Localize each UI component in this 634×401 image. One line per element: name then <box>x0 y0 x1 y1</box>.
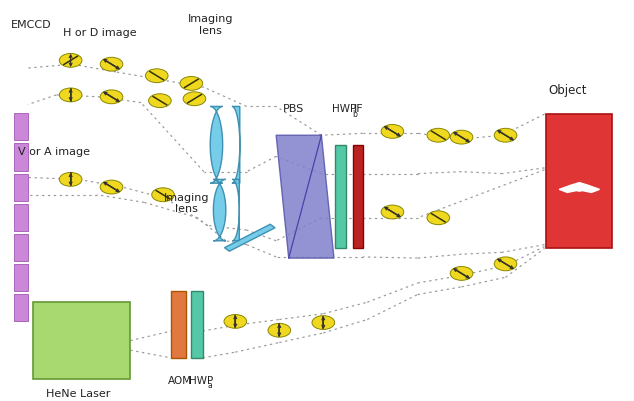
Circle shape <box>60 88 82 102</box>
Circle shape <box>148 94 171 107</box>
Bar <box>14 204 28 231</box>
Circle shape <box>224 314 247 328</box>
Circle shape <box>100 90 123 104</box>
Text: a: a <box>208 381 212 389</box>
Text: AOM: AOM <box>168 376 192 386</box>
Text: PBS: PBS <box>282 104 304 114</box>
Text: HeNe Laser: HeNe Laser <box>46 389 110 399</box>
Polygon shape <box>232 106 240 183</box>
Text: V or A image: V or A image <box>18 147 90 157</box>
Circle shape <box>100 57 123 71</box>
Circle shape <box>152 188 174 202</box>
Circle shape <box>312 316 335 330</box>
Bar <box>14 113 28 140</box>
Bar <box>547 114 612 249</box>
Circle shape <box>60 172 82 186</box>
Text: HWP: HWP <box>189 376 213 386</box>
Bar <box>14 144 28 170</box>
Circle shape <box>495 257 517 271</box>
Bar <box>14 294 28 322</box>
Circle shape <box>495 128 517 142</box>
Circle shape <box>427 128 450 142</box>
Bar <box>14 234 28 261</box>
Circle shape <box>268 323 290 337</box>
Circle shape <box>450 130 473 144</box>
Polygon shape <box>210 106 223 183</box>
Polygon shape <box>276 135 334 258</box>
Text: IF: IF <box>353 104 363 114</box>
Bar <box>335 145 346 249</box>
Circle shape <box>100 180 123 194</box>
Text: Imaging
lens: Imaging lens <box>164 193 209 215</box>
Text: Imaging
lens: Imaging lens <box>188 14 233 36</box>
Circle shape <box>427 211 450 225</box>
Bar <box>353 145 363 249</box>
Bar <box>171 291 186 358</box>
Circle shape <box>381 124 404 138</box>
Bar <box>14 264 28 291</box>
Bar <box>33 302 131 379</box>
Bar <box>191 291 203 358</box>
Text: Object: Object <box>548 84 587 97</box>
Text: HWP: HWP <box>332 104 356 114</box>
Circle shape <box>450 267 473 280</box>
Text: EMCCD: EMCCD <box>11 20 51 30</box>
Polygon shape <box>232 179 239 241</box>
Bar <box>14 174 28 201</box>
Circle shape <box>60 53 82 67</box>
Text: H or D image: H or D image <box>63 28 137 38</box>
Circle shape <box>180 77 203 90</box>
Text: b: b <box>353 110 357 119</box>
Circle shape <box>183 92 206 105</box>
Polygon shape <box>559 182 600 192</box>
Circle shape <box>145 69 168 83</box>
Polygon shape <box>214 179 226 241</box>
Polygon shape <box>224 224 275 251</box>
Circle shape <box>381 205 404 219</box>
